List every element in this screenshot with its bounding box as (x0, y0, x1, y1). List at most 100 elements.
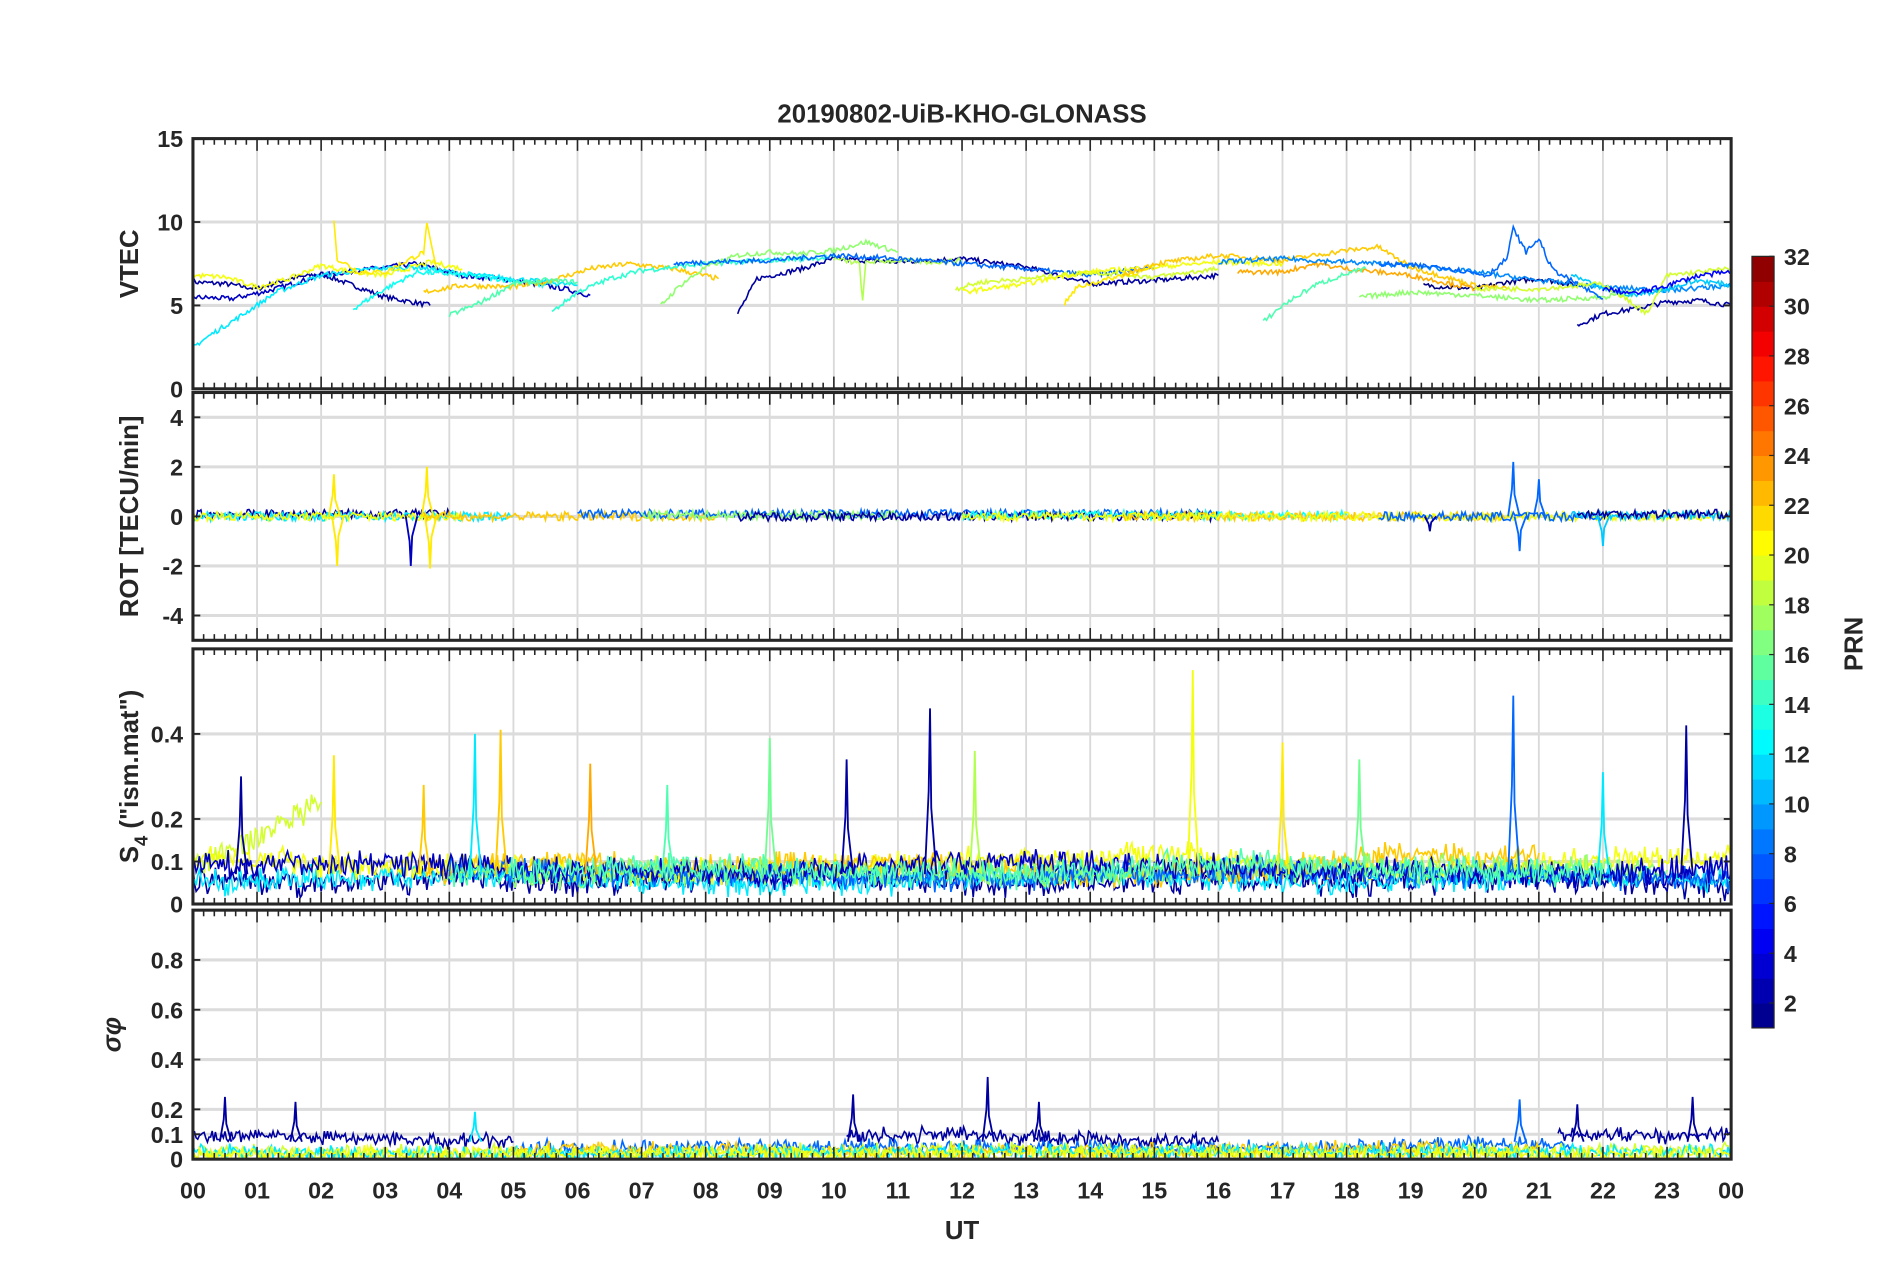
spike-prn-2 (840, 759, 855, 875)
x-tick-label: 14 (1077, 1177, 1103, 1203)
series-line-prn-19 (192, 1140, 1732, 1160)
series-line-prn-2 (192, 1128, 514, 1150)
spike-prn-16 (763, 738, 778, 875)
spike-prn-3 (404, 516, 419, 567)
series-line-prn-20 (192, 258, 463, 291)
x-tick-label: 00 (1718, 1177, 1744, 1203)
series-line-prn-18 (833, 256, 963, 301)
series-line-prn-3 (192, 848, 1732, 891)
colorbar-segment (1751, 405, 1775, 432)
colorbar-segment (1751, 679, 1775, 705)
colorbar-tick-label: 8 (1784, 841, 1797, 867)
y-tick-label: 10 (157, 210, 183, 236)
series-line-prn-15 (448, 277, 578, 318)
spike-prn-21 (327, 755, 342, 875)
colorbar-segment (1751, 430, 1775, 457)
colorbar-segment (1751, 828, 1775, 855)
spike-prn-21 (423, 516, 438, 569)
series-line-prn-2 (846, 1123, 1220, 1151)
data-lines (192, 220, 1732, 347)
y-tick-label: 0 (170, 1147, 183, 1173)
spike-prn-8 (1507, 695, 1521, 875)
colorbar-tick-label: 24 (1784, 443, 1810, 469)
colorbar-tick-label: 2 (1784, 991, 1797, 1017)
x-tick-label: 06 (565, 1177, 591, 1203)
colorbar-segment (1751, 380, 1775, 407)
spike-prn-21 (327, 474, 342, 517)
y-axis-label: σφ (99, 1017, 127, 1052)
colorbar-segment (1751, 729, 1775, 755)
spike-prn-23 (584, 763, 598, 875)
colorbar-tick-label: 12 (1784, 742, 1810, 768)
x-tick-labels: 00 01 02 03 04 05 06 07 08 09 10 11 12 13 14 15 16 17 18 19… (180, 1177, 1744, 1203)
spike-prn-2 (1571, 1104, 1585, 1143)
colorbar-segment (1751, 704, 1775, 730)
x-tick-label: 12 (949, 1177, 975, 1203)
y-tick-label: -2 (162, 554, 183, 580)
colorbar-tick-label: 14 (1784, 692, 1810, 718)
spike-prn-8 (1532, 479, 1547, 517)
colorbar-segment (1751, 878, 1775, 905)
colorbar-segment (1751, 355, 1775, 382)
series-line-prn-19 (1474, 266, 1732, 316)
colorbar-segment (1751, 505, 1775, 531)
series-line-prn-17 (640, 507, 899, 523)
x-tick-label: 17 (1270, 1177, 1296, 1203)
spike-prn-16 (1353, 759, 1367, 875)
y-tick-label: 0.2 (151, 1097, 183, 1123)
spike-prn-2 (1680, 725, 1694, 875)
x-tick-label: 04 (436, 1177, 462, 1203)
y-tick-label: 0.6 (151, 997, 183, 1023)
x-tick-label: 03 (372, 1177, 398, 1203)
y-tick-label: 0.2 (151, 807, 183, 833)
series-line-prn-17 (1358, 288, 1636, 304)
series-line-prn-1 (1423, 277, 1578, 291)
axes-box (191, 390, 1733, 642)
spike-prn-2 (923, 708, 938, 875)
spike-prn-8 (1513, 1099, 1527, 1143)
series-line-prn-21 (333, 220, 438, 276)
series-line-prn-21 (1063, 266, 1155, 306)
x-axis-label: UT (945, 1217, 980, 1245)
colorbar-tick-label: 4 (1784, 941, 1797, 967)
colorbar-tick-label: 32 (1784, 244, 1810, 270)
spike-prn-11 (1596, 516, 1611, 547)
data-lines (192, 670, 1732, 902)
series-line-prn-17 (660, 238, 899, 305)
x-tick-label: 08 (693, 1177, 719, 1203)
y-tick-label: 0.4 (151, 722, 183, 748)
spike-prn-2 (981, 1076, 995, 1142)
series-line-prn-8 (1377, 223, 1603, 300)
spike-prn-2 (218, 1096, 233, 1142)
spike-prn-18 (968, 750, 983, 875)
series-line-prn-3 (192, 260, 591, 302)
colorbar-segment (1751, 480, 1775, 506)
spike-prn-15 (661, 784, 675, 875)
colorbar-segment (1751, 978, 1775, 1004)
x-tick-label: 22 (1590, 1177, 1616, 1203)
colorbar-tick-label: 30 (1784, 294, 1810, 320)
x-tick-label: 19 (1398, 1177, 1424, 1203)
series-line-prn-12 (192, 508, 514, 524)
colorbar-tick-label: 6 (1784, 891, 1797, 917)
y-tick-label: 0.8 (151, 948, 183, 974)
y-tick-label: 0 (170, 504, 183, 530)
y-axis-label: VTEC (116, 229, 144, 298)
colorbar-tick-label: 28 (1784, 344, 1810, 370)
y-axis-label: S4 ("ism.mat") (116, 690, 152, 863)
y-tick-label: 0.1 (151, 849, 183, 875)
colorbar-label: PRN (1840, 617, 1868, 671)
x-tick-label: 05 (500, 1177, 526, 1203)
colorbar-tick-label: 20 (1784, 543, 1810, 569)
colorbar-segment (1751, 1003, 1775, 1029)
spike-prn-20 (1186, 670, 1201, 875)
panel-s4: 0 0.1 0.2 0.4S4 ("ism.mat") (116, 647, 1733, 918)
spike-prn-2 (847, 1094, 861, 1142)
colorbar-tick-label: 22 (1784, 493, 1810, 519)
colorbar-frame (1751, 255, 1775, 1029)
colorbar-segment (1751, 654, 1775, 681)
y-tick-label: 15 (157, 126, 183, 152)
y-tick-label: 0 (170, 376, 183, 402)
